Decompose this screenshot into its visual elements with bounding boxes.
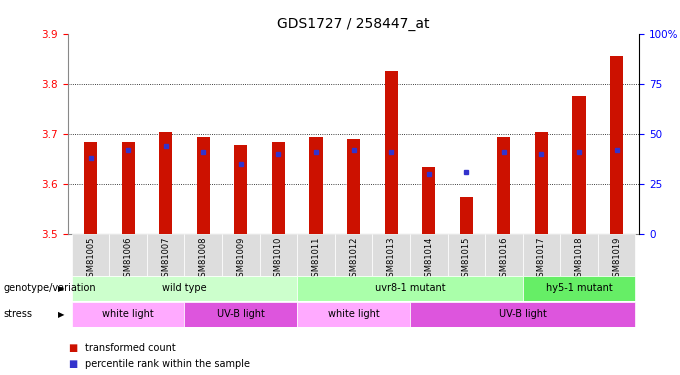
Bar [184, 302, 297, 327]
Text: white light: white light [328, 309, 379, 319]
Text: GSM81007: GSM81007 [161, 237, 170, 282]
Text: GSM81006: GSM81006 [124, 237, 133, 282]
Text: UV-B light: UV-B light [498, 309, 547, 319]
Bar [523, 276, 635, 301]
Bar [260, 234, 297, 276]
Text: GSM81011: GSM81011 [311, 237, 320, 282]
Bar [184, 234, 222, 276]
Bar [610, 56, 624, 234]
Bar [535, 132, 548, 234]
Text: GSM81008: GSM81008 [199, 237, 208, 282]
Bar [235, 145, 248, 234]
Text: GSM81005: GSM81005 [86, 237, 95, 282]
Bar [309, 136, 322, 234]
Bar [147, 234, 184, 276]
Text: uvr8-1 mutant: uvr8-1 mutant [375, 284, 445, 293]
Bar [297, 234, 335, 276]
Bar [560, 234, 598, 276]
Bar [72, 234, 109, 276]
Bar [573, 96, 585, 234]
Text: stress: stress [3, 309, 33, 319]
Text: GSM81009: GSM81009 [237, 237, 245, 282]
Text: GSM81016: GSM81016 [499, 237, 509, 282]
Text: GSM81015: GSM81015 [462, 237, 471, 282]
Bar [385, 71, 398, 234]
Bar [373, 234, 410, 276]
Text: ▶: ▶ [58, 284, 65, 293]
Title: GDS1727 / 258447_at: GDS1727 / 258447_at [277, 17, 430, 32]
Text: GSM81017: GSM81017 [537, 237, 546, 282]
Bar [410, 302, 635, 327]
Text: hy5-1 mutant: hy5-1 mutant [545, 284, 613, 293]
Text: ■: ■ [68, 343, 78, 353]
Bar [410, 234, 447, 276]
Text: GSM81010: GSM81010 [274, 237, 283, 282]
Text: ■: ■ [68, 359, 78, 369]
Bar [335, 234, 373, 276]
Bar [84, 142, 97, 234]
Bar [72, 276, 297, 301]
Bar [159, 132, 172, 234]
Bar [460, 197, 473, 234]
Text: genotype/variation: genotype/variation [3, 284, 96, 293]
Bar [109, 234, 147, 276]
Text: ▶: ▶ [58, 310, 65, 319]
Bar [297, 302, 410, 327]
Text: GSM81014: GSM81014 [424, 237, 433, 282]
Bar [272, 142, 285, 234]
Bar [523, 234, 560, 276]
Bar [72, 302, 184, 327]
Bar [122, 142, 135, 234]
Bar [447, 234, 485, 276]
Text: percentile rank within the sample: percentile rank within the sample [85, 359, 250, 369]
Text: wild type: wild type [163, 284, 207, 293]
Text: UV-B light: UV-B light [217, 309, 265, 319]
Bar [297, 276, 523, 301]
Text: GSM81013: GSM81013 [387, 237, 396, 282]
Text: transformed count: transformed count [85, 343, 175, 353]
Text: GSM81018: GSM81018 [575, 237, 583, 282]
Bar [598, 234, 635, 276]
Bar [347, 139, 360, 234]
Bar [485, 234, 523, 276]
Bar [422, 166, 435, 234]
Text: white light: white light [102, 309, 154, 319]
Bar [197, 136, 210, 234]
Bar [497, 136, 511, 234]
Text: GSM81012: GSM81012 [349, 237, 358, 282]
Bar [222, 234, 260, 276]
Text: GSM81019: GSM81019 [612, 237, 621, 282]
